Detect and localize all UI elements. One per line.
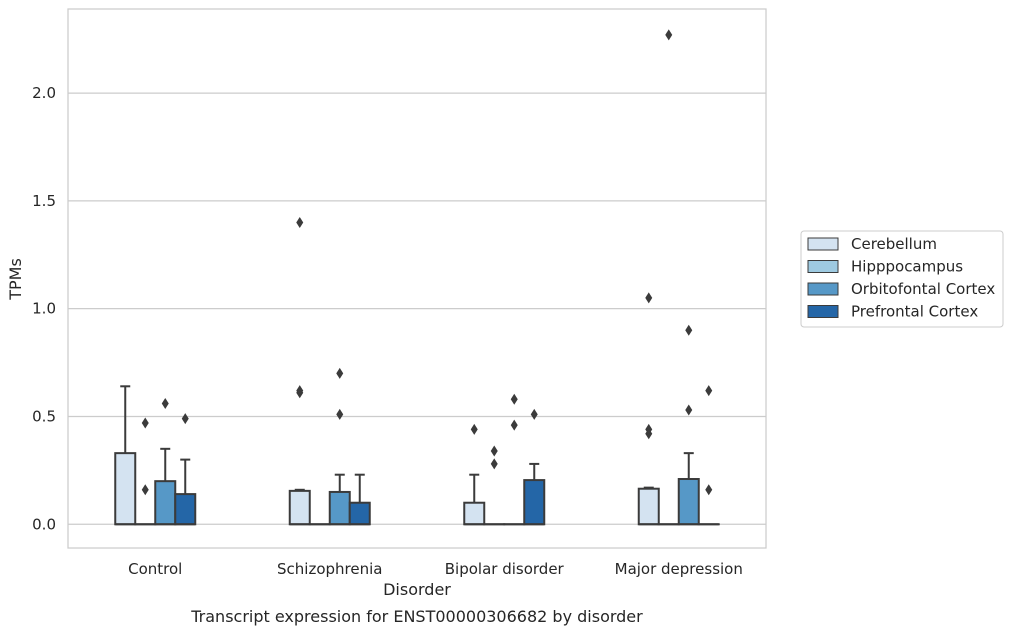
- box-prefrontal-cortex: [697, 385, 720, 526]
- box-prefrontal-cortex: [174, 413, 197, 526]
- x-tick-labels: Control Schizophrenia Bipolar disorder Majo…: [128, 560, 743, 578]
- legend-swatch: [807, 305, 839, 318]
- outlier-point: [161, 398, 169, 410]
- outlier-point: [296, 385, 304, 397]
- box-body: [463, 501, 486, 526]
- legend-swatch: [807, 282, 839, 296]
- box-body: [677, 478, 700, 526]
- legend-label: Hipppocampus: [851, 258, 963, 276]
- legend: Cerebellum Hipppocampus Orbitofontal Corte…: [800, 230, 1004, 328]
- legend-swatch: [807, 260, 839, 273]
- box-body: [328, 490, 351, 526]
- outlier-point: [705, 385, 713, 397]
- box-hipppocampus: [134, 417, 157, 526]
- outlier-point: [510, 393, 518, 405]
- box-prefrontal-cortex: [523, 408, 546, 526]
- box-cerebellum: [463, 423, 486, 526]
- box-cerebellum: [637, 292, 660, 526]
- y-tick-label: 1.5: [32, 192, 56, 210]
- outlier-point: [685, 404, 693, 416]
- legend-swatch: [807, 237, 839, 251]
- box-cerebellum: [114, 385, 137, 526]
- y-tick-label: 0.0: [32, 515, 56, 533]
- box-hipppocampus: [657, 29, 680, 526]
- box-orbitofontal-cortex: [503, 393, 526, 526]
- outlier-point: [470, 423, 478, 435]
- box-body: [114, 452, 137, 526]
- x-tick-label: Control: [128, 560, 182, 578]
- box-body: [348, 501, 371, 526]
- box-body: [637, 487, 660, 526]
- y-axis-title: TPMs: [6, 258, 25, 301]
- x-axis-title: Disorder: [383, 580, 451, 599]
- x-tick-label: Schizophrenia: [277, 560, 382, 578]
- legend-label: Orbitofontal Cortex: [851, 280, 995, 298]
- legend-frame: [800, 230, 1004, 328]
- box-prefrontal-cortex: [348, 473, 371, 526]
- box-hipppocampus: [483, 445, 506, 526]
- outlier-point: [645, 423, 653, 435]
- legend-label: Prefrontal Cortex: [851, 303, 978, 321]
- box-cerebellum: [288, 216, 311, 526]
- plot-area-frame: [67, 8, 767, 549]
- x-tick-label: Bipolar disorder: [445, 560, 565, 578]
- y-tick-label: 2.0: [32, 84, 56, 102]
- chart-caption: Transcript expression for ENST0000030668…: [190, 607, 643, 626]
- y-tick-label: 0.5: [32, 407, 56, 425]
- x-tick-label: Major depression: [615, 560, 743, 578]
- outlier-point: [665, 29, 673, 41]
- outlier-point: [510, 419, 518, 431]
- box-orbitofontal-cortex: [677, 324, 700, 526]
- outlier-point: [141, 484, 149, 496]
- outlier-point: [530, 408, 538, 420]
- legend-label: Cerebellum: [851, 235, 937, 253]
- y-tick-labels: 0.0 0.5 1.0 1.5 2.0: [32, 84, 56, 533]
- y-tick-label: 1.0: [32, 300, 56, 318]
- outlier-point: [336, 367, 344, 379]
- outlier-point: [685, 324, 693, 336]
- outlier-point: [181, 413, 189, 425]
- box-orbitofontal-cortex: [328, 367, 351, 526]
- box-body: [154, 480, 177, 526]
- gridlines: [68, 92, 766, 525]
- box-orbitofontal-cortex: [154, 398, 177, 526]
- box-body: [174, 493, 197, 526]
- box-body: [523, 479, 546, 526]
- outlier-point: [490, 458, 498, 470]
- outlier-point: [705, 484, 713, 496]
- outlier-point: [141, 417, 149, 429]
- outlier-point: [490, 445, 498, 457]
- boxes: [114, 29, 720, 526]
- outlier-point: [336, 408, 344, 420]
- box-body: [288, 489, 311, 526]
- outlier-point: [645, 292, 653, 304]
- outlier-point: [296, 216, 304, 228]
